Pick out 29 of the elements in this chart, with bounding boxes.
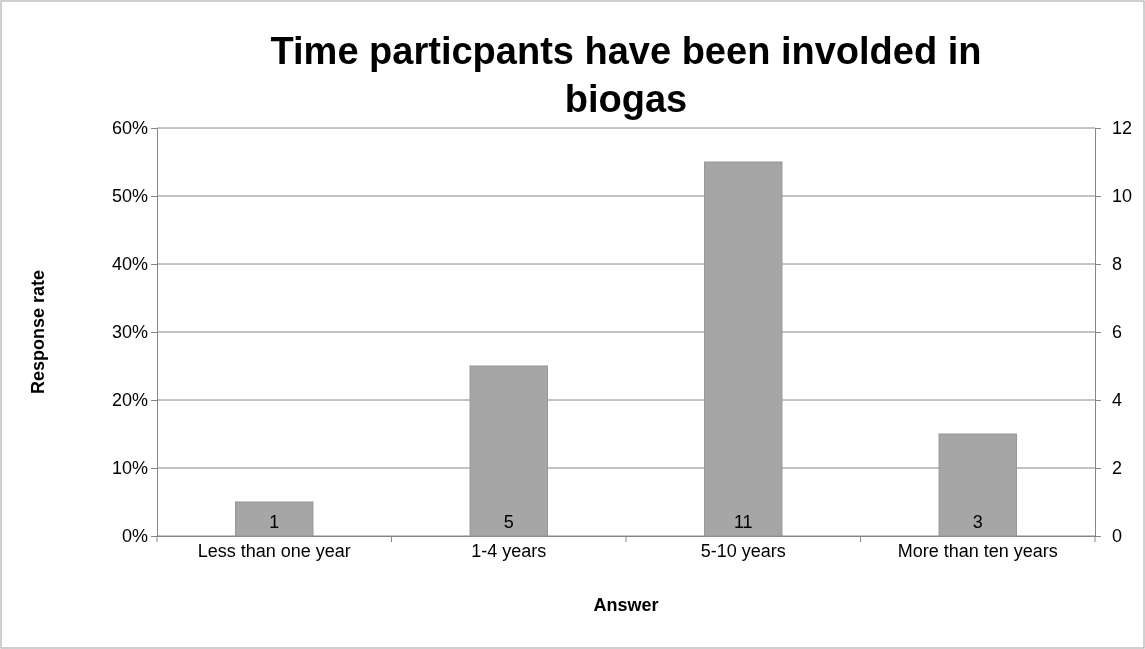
- y-tick-label: 10%: [111, 458, 148, 479]
- y2-tick-label: 4: [1112, 390, 1123, 411]
- data-label: 11: [733, 512, 753, 532]
- bar: [235, 501, 314, 537]
- y-tick-label: 30%: [111, 322, 148, 343]
- y-tick-label: 0%: [121, 526, 148, 547]
- data-label: 1: [269, 512, 280, 532]
- bar: [469, 365, 548, 537]
- chart-title: Time particpants have been involded in biogas: [270, 30, 982, 120]
- y-tick-label: 20%: [111, 390, 148, 411]
- y2-tick-label: 2: [1112, 458, 1123, 479]
- y2-tick-label: 12: [1112, 118, 1133, 139]
- data-label: 5: [503, 512, 514, 532]
- x-tick-label: 1-4 years: [471, 541, 547, 561]
- y2-tick-label: 10: [1112, 186, 1133, 207]
- y2-tick-label: 8: [1112, 254, 1123, 275]
- y-tick-label: 40%: [111, 254, 148, 275]
- x-tick-label: More than ten years: [897, 541, 1058, 561]
- x-tick-label: Less than one year: [197, 541, 351, 561]
- y-tick-label: 60%: [111, 118, 148, 139]
- x-axis-title: Answer: [593, 595, 659, 615]
- y-axis-title: Response rate: [28, 269, 48, 395]
- y-tick-label: 50%: [111, 186, 148, 207]
- y2-tick-label: 6: [1112, 322, 1123, 343]
- x-tick-label: 5-10 years: [700, 541, 786, 561]
- y2-tick-label: 0: [1112, 526, 1123, 547]
- data-label: 3: [972, 512, 983, 532]
- bar: [938, 433, 1017, 537]
- bar: [704, 161, 783, 537]
